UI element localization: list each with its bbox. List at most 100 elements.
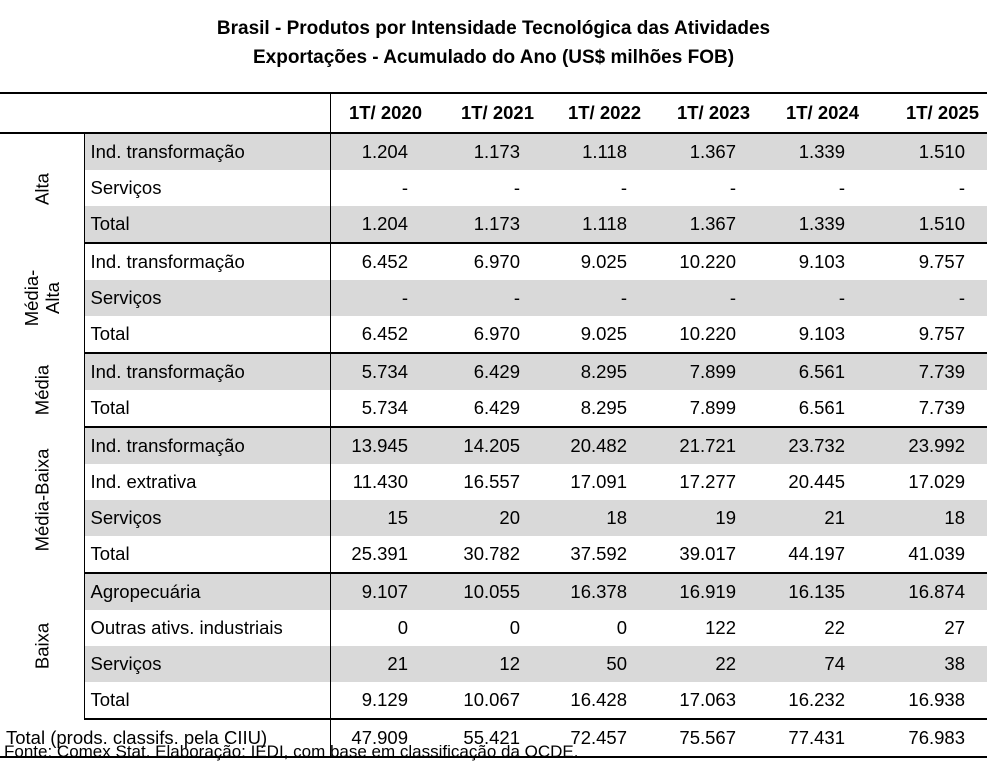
value-cell: - xyxy=(958,177,965,198)
value-cell: 16.428 xyxy=(542,682,649,720)
table-title: Brasil - Produtos por Intensidade Tecnol… xyxy=(0,14,987,72)
value-cell: 16.378 xyxy=(542,573,649,610)
value-cell: 122 xyxy=(705,617,736,638)
value-cell: 16.557 xyxy=(463,471,520,492)
value-cell: 22 xyxy=(824,617,845,638)
row-label: Total xyxy=(84,390,331,428)
grand-total-value: 76.983 xyxy=(867,719,987,758)
group-label-cell: Baixa xyxy=(0,573,85,719)
row-label: Serviços xyxy=(84,646,331,682)
value-cell: 10.220 xyxy=(649,316,758,354)
value-cell: - xyxy=(838,177,845,198)
value-cell: 15 xyxy=(330,500,430,536)
value-cell: 16.874 xyxy=(867,573,987,610)
table-row: Total 6.452 6.970 9.025 10.220 9.103 9.757 xyxy=(0,316,987,354)
row-label: Total xyxy=(84,682,331,720)
value-cell: - xyxy=(330,280,430,316)
table-row: Serviços - - - - - - xyxy=(0,170,987,206)
value-cell: 44.197 xyxy=(758,536,867,574)
value-cell: - xyxy=(867,280,987,316)
table-row: Outras ativs. industriais 0 0 0 122 22 27 xyxy=(0,610,987,646)
table-row: Total 5.734 6.429 8.295 7.899 6.561 7.739 xyxy=(0,390,987,428)
row-label: Serviços xyxy=(84,280,331,316)
column-header: 1T/ 2024 xyxy=(758,93,867,134)
value-cell: 1.510 xyxy=(867,206,987,244)
header-empty-cell xyxy=(0,93,84,134)
row-label: Outras ativs. industriais xyxy=(84,610,331,646)
group-label: Média- Alta xyxy=(20,269,63,327)
value-cell: 17.091 xyxy=(570,471,627,492)
source-note: Fonte: Comex Stat. Elaboração: IEDI, com… xyxy=(4,742,579,761)
table-row: Média Ind. transformação 5.734 6.429 8.295 7.… xyxy=(0,353,987,427)
value-cell: 23.732 xyxy=(758,427,867,464)
value-cell: - xyxy=(513,177,520,198)
group-label: Alta xyxy=(31,172,53,205)
value-cell: 50 xyxy=(542,646,649,682)
value-cell: 6.452 xyxy=(361,251,408,272)
value-cell: 27 xyxy=(944,617,965,638)
value-cell: 8.295 xyxy=(542,353,649,390)
value-cell: 21 xyxy=(758,500,867,536)
column-header: 1T/ 2021 xyxy=(430,93,542,134)
value-cell: 17.063 xyxy=(649,682,758,720)
value-cell: 23.992 xyxy=(867,427,987,464)
grand-total-value: 47.909 xyxy=(330,719,430,758)
value-cell: 38 xyxy=(867,646,987,682)
row-label: Ind. transformação xyxy=(84,353,331,390)
value-cell: 6.970 xyxy=(473,251,520,272)
header-empty-cell xyxy=(84,93,331,134)
value-cell: - xyxy=(430,280,542,316)
value-cell: 1.204 xyxy=(330,133,430,170)
value-cell: 8.295 xyxy=(542,390,649,428)
table-body: Alta Ind. transformação 1.204 1.173 1.118 1.3… xyxy=(0,133,987,758)
table-row: Média-Baixa Ind. transformação 13.945 14.20… xyxy=(0,427,987,573)
value-cell: 0 xyxy=(616,617,627,638)
grand-total-row: Total (prods. classifs. pela CIIU) 47.909… xyxy=(0,719,987,758)
value-cell: 9.025 xyxy=(542,316,649,354)
header-row: 1T/ 2020 1T/ 2021 1T/ 2022 1T/ 2023 1T/ … xyxy=(0,93,987,134)
value-cell: 5.734 xyxy=(330,353,430,390)
value-cell: 18 xyxy=(867,500,987,536)
value-cell: 39.017 xyxy=(649,536,758,574)
value-cell: 6.970 xyxy=(430,316,542,354)
group-label-cell: Média- Alta xyxy=(0,243,85,353)
value-cell: 0 xyxy=(397,617,408,638)
value-cell: 10.067 xyxy=(430,682,542,720)
value-cell: 1.173 xyxy=(430,206,542,244)
exports-table: 1T/ 2020 1T/ 2021 1T/ 2022 1T/ 2023 1T/ … xyxy=(0,92,987,758)
value-cell: 9.107 xyxy=(330,573,430,610)
value-cell: 1.339 xyxy=(758,206,867,244)
group-label: Baixa xyxy=(31,622,53,670)
value-cell: 74 xyxy=(758,646,867,682)
value-cell: 30.782 xyxy=(430,536,542,574)
table-row: Total 9.129 10.067 16.428 17.063 16.232 16.938 xyxy=(0,682,987,720)
value-cell: - xyxy=(620,177,627,198)
table-row: Serviços 21 12 50 22 74 38 xyxy=(0,646,987,682)
group-label: Média-Baixa xyxy=(31,448,53,552)
value-cell: 7.899 xyxy=(649,353,758,390)
group-label-cell: Média xyxy=(0,353,85,427)
row-label: Ind. transformação xyxy=(84,133,331,170)
table-row: Alta Ind. transformação 1.204 1.173 1.118 1.3… xyxy=(0,133,987,243)
value-cell: 1.118 xyxy=(542,206,649,244)
value-cell: - xyxy=(401,177,408,198)
column-header: 1T/ 2023 xyxy=(649,93,758,134)
row-label: Ind. extrativa xyxy=(84,464,331,500)
value-cell: 9.129 xyxy=(330,682,430,720)
value-cell: 1.367 xyxy=(649,133,758,170)
value-cell: 20.482 xyxy=(542,427,649,464)
grand-total-value: 77.431 xyxy=(758,719,867,758)
value-cell: - xyxy=(542,280,649,316)
column-header: 1T/ 2020 xyxy=(330,93,430,134)
table-row: Baixa Agropecuária 9.107 10.055 16.378 16.919… xyxy=(0,573,987,719)
group-label: Média xyxy=(31,364,53,416)
column-header: 1T/ 2022 xyxy=(542,93,649,134)
row-label: Total xyxy=(84,206,331,244)
value-cell: 13.945 xyxy=(330,427,430,464)
value-cell: 6.452 xyxy=(330,316,430,354)
value-cell: 6.561 xyxy=(758,390,867,428)
value-cell: 10.055 xyxy=(430,573,542,610)
grand-total-label: Total (prods. classifs. pela CIIU) xyxy=(0,719,331,758)
value-cell: 22 xyxy=(649,646,758,682)
value-cell: 6.561 xyxy=(758,353,867,390)
